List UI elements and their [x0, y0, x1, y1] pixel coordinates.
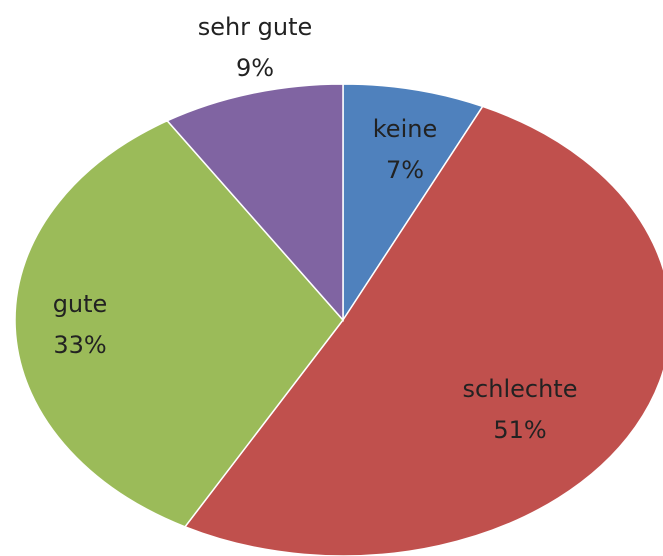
slice-label: sehr gute	[198, 13, 313, 41]
pie-slice	[166, 83, 344, 322]
slice-value-label: 9%	[236, 54, 274, 82]
slice-label: gute	[53, 290, 108, 318]
slice-value-label: 33%	[53, 331, 106, 359]
pie-slice	[342, 83, 484, 323]
pie-slice	[14, 119, 344, 528]
slice-value-label: 7%	[386, 156, 424, 184]
slice-label: schlechte	[463, 375, 578, 403]
slice-value-label: 51%	[493, 416, 546, 444]
slice-label: keine	[373, 115, 437, 143]
